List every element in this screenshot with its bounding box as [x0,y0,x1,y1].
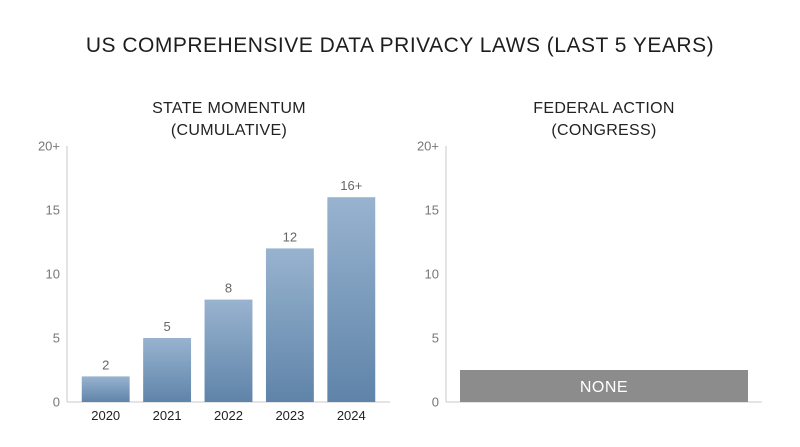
state-data-label-2023: 12 [283,229,297,244]
state-bar-2023 [265,248,314,402]
state-y-tick-label: 15 [46,203,60,218]
state-data-label-2024: 16+ [340,178,362,193]
state-y-tick-label: 0 [53,395,60,410]
federal-panel-axes: 0 5 10 15 20+ [417,139,762,410]
state-bar-2021 [143,338,192,402]
state-category-label-2022: 2022 [214,408,243,423]
federal-y-tick-label: 10 [425,267,439,282]
federal-y-tick-label: 0 [432,395,439,410]
state-category-label-2024: 2024 [337,408,366,423]
federal-none-bar-label: NONE [580,379,628,396]
state-data-label-2021: 5 [163,319,170,334]
federal-y-tick-label: 20+ [417,139,439,154]
state-panel-title-line-2: (CUMULATIVE) [171,122,287,139]
federal-panel-title-line-2: (CONGRESS) [551,122,656,139]
state-category-label-2021: 2021 [153,408,182,423]
state-y-tick-label: 20+ [38,139,60,154]
federal-action-panel: FEDERAL ACTION (CONGRESS) 0 5 10 15 20+ NONE [417,100,762,410]
federal-none-bar [460,370,748,402]
federal-y-tick-label: 5 [432,331,439,346]
state-bar-2020 [81,376,130,402]
chart-main-title: US COMPREHENSIVE DATA PRIVACY LAWS (LAST… [85,34,715,57]
federal-panel-bars: NONE [460,370,748,402]
state-panel-bars: 2 2020 5 2021 8 2022 12 2023 16+ 2024 [81,178,376,423]
state-bar-2022 [204,299,253,402]
federal-y-tick-label: 15 [425,203,439,218]
state-panel-title-line-1: STATE MOMENTUM [152,100,306,117]
state-bar-2024 [327,197,376,402]
state-category-label-2020: 2020 [91,408,120,423]
state-data-label-2022: 8 [225,281,232,296]
state-y-tick-label: 10 [46,267,60,282]
state-y-tick-label: 5 [53,331,60,346]
federal-panel-title-line-1: FEDERAL ACTION [533,100,674,117]
state-data-label-2020: 2 [102,357,109,372]
state-category-label-2023: 2023 [275,408,304,423]
